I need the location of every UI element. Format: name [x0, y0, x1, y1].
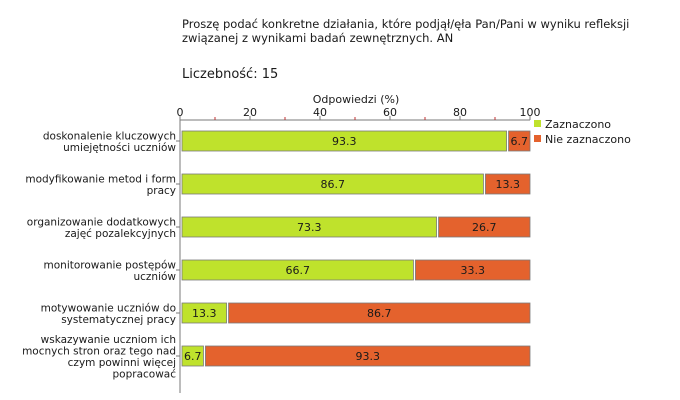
- category-label: czym powinni więcej: [68, 357, 176, 369]
- sample-size-label: Liczebność:: [182, 67, 258, 82]
- category-label: pracy: [147, 185, 176, 197]
- bar-zaznaczono: [181, 130, 507, 152]
- data-label: 93.3: [332, 135, 357, 148]
- data-label: 66.7: [285, 264, 310, 277]
- sample-size: Liczebność: 15: [182, 67, 278, 82]
- category-label: zajęć pozalekcyjnych: [65, 228, 176, 240]
- data-label: 13.3: [192, 307, 217, 320]
- sample-size-value: 15: [261, 67, 279, 82]
- legend-swatch: [534, 135, 541, 142]
- bar-zaznaczono: [181, 216, 437, 238]
- x-tick-label: 0: [177, 106, 184, 119]
- category-label: monitorowanie postępów: [44, 259, 177, 271]
- data-label: 86.7: [320, 178, 345, 191]
- category-label: umiejętności uczniów: [63, 142, 176, 154]
- data-label: 93.3: [355, 350, 380, 363]
- x-tick-label: 80: [453, 106, 467, 119]
- data-label: 26.7: [472, 221, 497, 234]
- data-label: 6.7: [511, 135, 529, 148]
- category-label: uczniów: [133, 271, 176, 283]
- bar-zaznaczono: [181, 302, 227, 324]
- chart-title: Proszę podać konkretne działania, które …: [182, 17, 630, 45]
- bar-zaznaczono: [181, 173, 484, 195]
- category-label: modyfikowanie metod i form: [25, 173, 176, 185]
- bar-nie-zaznaczono: [415, 259, 531, 281]
- bar-nie-zaznaczono: [228, 302, 531, 324]
- legend-swatch: [534, 120, 541, 127]
- x-tick-label: 40: [313, 106, 327, 119]
- category-label: doskonalenie kluczowych: [43, 130, 176, 142]
- legend-label: Zaznaczono: [545, 118, 611, 131]
- bar-nie-zaznaczono: [438, 216, 531, 238]
- bar-nie-zaznaczono: [205, 345, 531, 367]
- x-axis-label: Odpowiedzi (%): [313, 93, 400, 106]
- x-tick-label: 20: [243, 106, 257, 119]
- legend-label: Nie zaznaczono: [545, 133, 631, 146]
- bar-zaznaczono: [181, 259, 414, 281]
- data-label: 6.7: [184, 350, 202, 363]
- data-label: 13.3: [495, 178, 520, 191]
- category-label: mocnych stron oraz tego nad: [22, 345, 176, 357]
- bar-nie-zaznaczono: [508, 130, 531, 152]
- data-label: 86.7: [367, 307, 392, 320]
- category-label: motywowanie uczniów do: [41, 302, 176, 314]
- category-label: popracować: [113, 368, 177, 380]
- bar-nie-zaznaczono: [485, 173, 531, 195]
- category-label: wskazywanie uczniom ich: [41, 334, 176, 346]
- x-tick-label: 100: [520, 106, 541, 119]
- bar-zaznaczono: [181, 345, 204, 367]
- x-tick-label: 60: [383, 106, 397, 119]
- data-label: 73.3: [297, 221, 322, 234]
- data-label: 33.3: [460, 264, 485, 277]
- category-label: organizowanie dodatkowych: [27, 216, 176, 228]
- category-label: systematycznej pracy: [61, 314, 176, 326]
